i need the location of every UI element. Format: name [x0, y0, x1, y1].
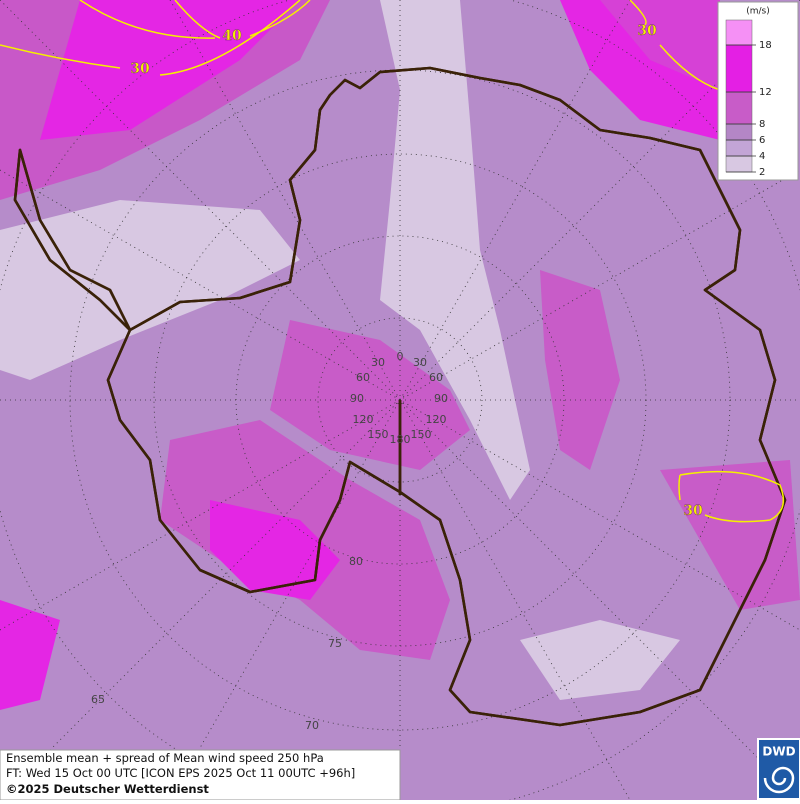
- legend: (m/s) 2 4 6 8 12 18: [717, 1, 799, 181]
- latitude-label: 80: [349, 555, 363, 568]
- legend-label: 2: [759, 167, 765, 178]
- longitude-label: 30: [371, 356, 385, 369]
- legend-swatch: [725, 91, 753, 125]
- logo-text: DWD: [762, 745, 795, 759]
- latitude-label: 75: [328, 637, 342, 650]
- legend-swatch: [725, 139, 753, 157]
- longitude-label: 90: [350, 392, 364, 405]
- legend-swatch: [725, 155, 753, 173]
- legend-swatch: [725, 19, 753, 46]
- legend-swatch: [725, 44, 753, 93]
- longitude-label: 60: [429, 371, 443, 384]
- footer: Ensemble mean + spread of Mean wind spee…: [0, 749, 401, 801]
- legend-unit: (m/s): [746, 7, 770, 17]
- longitude-label: 120: [426, 413, 447, 426]
- footer-line: ©2025 Deutscher Wetterdienst: [6, 782, 209, 796]
- longitude-label: 120: [353, 413, 374, 426]
- latitude-label: 65: [91, 693, 105, 706]
- longitude-label: 180: [390, 433, 411, 446]
- contours: [0, 0, 785, 523]
- footer-line: FT: Wed 15 Oct 00 UTC [ICON EPS 2025 Oct…: [6, 766, 355, 780]
- contour-label: 40: [222, 28, 242, 44]
- footer-line: Ensemble mean + spread of Mean wind spee…: [6, 751, 324, 765]
- longitude-label: 30: [413, 356, 427, 369]
- logo: DWD: [757, 738, 800, 800]
- latitude-label: 70: [305, 719, 319, 732]
- longitude-label: 150: [411, 428, 432, 441]
- coastline: [13, 66, 787, 727]
- legend-label: 6: [759, 135, 765, 146]
- contour-label: 30: [130, 61, 150, 77]
- legend-swatch: [725, 123, 753, 141]
- legend-label: 4: [759, 151, 765, 162]
- legend-label: 8: [759, 119, 765, 130]
- legend-label: 18: [759, 40, 772, 51]
- longitude-label: 60: [356, 371, 370, 384]
- contour-label: 30: [683, 503, 703, 519]
- contour-label: 30: [637, 23, 657, 39]
- longitude-label: 0: [397, 350, 404, 363]
- longitude-label: 150: [368, 428, 389, 441]
- longitude-label: 90: [434, 392, 448, 405]
- legend-label: 12: [759, 87, 772, 98]
